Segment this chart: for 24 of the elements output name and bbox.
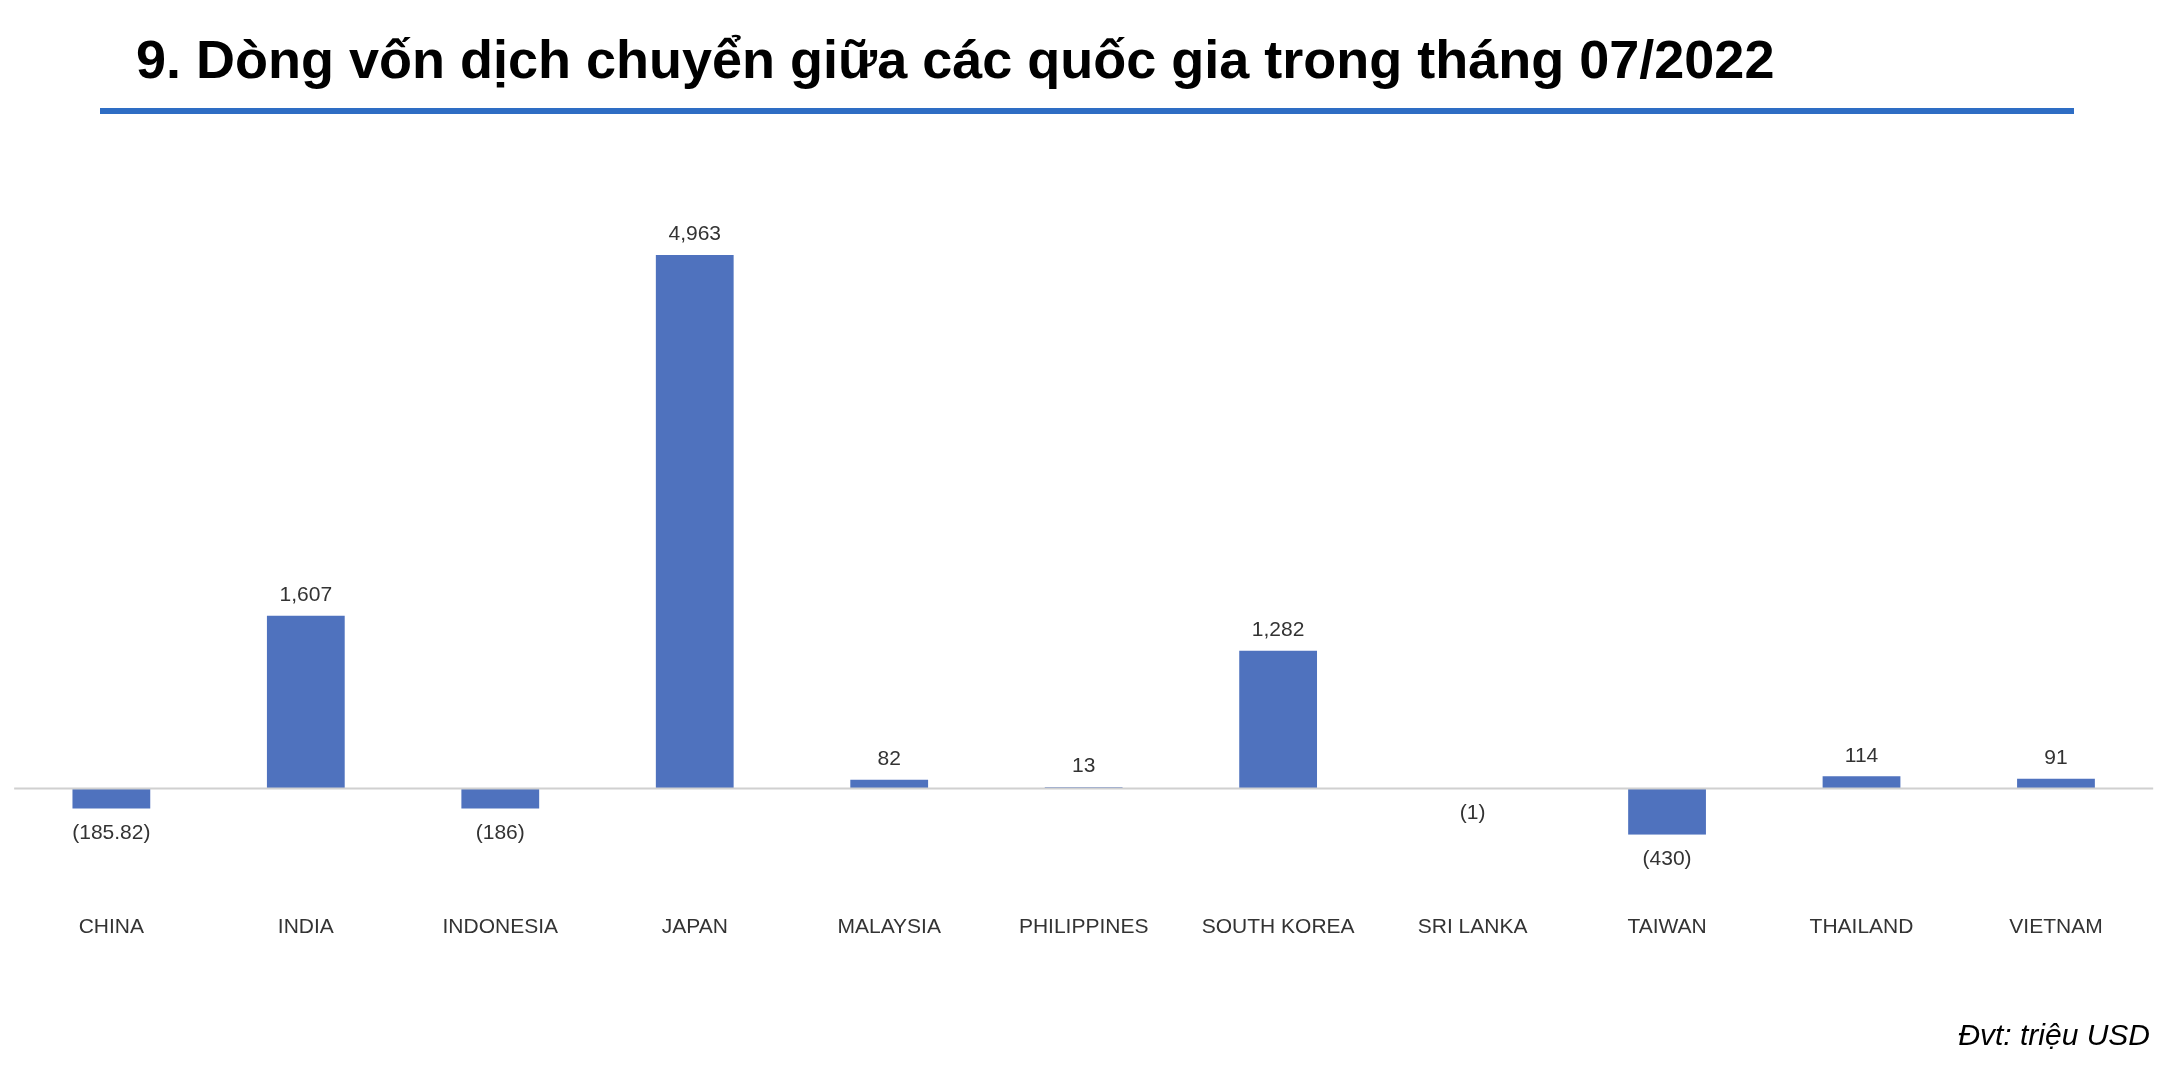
x-tick-label: SRI LANKA xyxy=(1417,914,1528,938)
x-tick-label: MALAYSIA xyxy=(837,914,941,938)
data-label: 4,963 xyxy=(668,221,722,245)
x-tick-label: THAILAND xyxy=(1809,914,1914,938)
data-label: 13 xyxy=(1071,753,1096,777)
x-tick-label: TAIWAN xyxy=(1627,914,1707,938)
x-tick-label: INDIA xyxy=(277,914,334,938)
x-tick-label: CHINA xyxy=(78,914,145,938)
x-tick-label: VIETNAM xyxy=(2009,914,2103,938)
data-label: (1) xyxy=(1459,799,1486,823)
data-label: (186) xyxy=(475,819,525,843)
x-tick-label: JAPAN xyxy=(661,914,728,938)
data-label: 91 xyxy=(2044,745,2068,769)
data-label: 1,282 xyxy=(1251,617,1305,641)
chart-title: 9. Dòng vốn dịch chuyển giữa các quốc gia trong tháng 07/2022 xyxy=(136,28,1775,90)
x-tick-label: INDONESIA xyxy=(442,914,559,938)
text: Đvt: triệu USD xyxy=(1958,1018,2150,1052)
x-tick-label: SOUTH KOREA xyxy=(1201,914,1355,938)
data-label: (185.82) xyxy=(72,819,151,843)
data-label: 1,607 xyxy=(279,582,333,606)
x-tick-label: PHILIPPINES xyxy=(1018,914,1149,938)
data-label: (430) xyxy=(1642,846,1692,870)
data-label: 82 xyxy=(877,746,901,770)
data-label: 114 xyxy=(1844,742,1879,766)
